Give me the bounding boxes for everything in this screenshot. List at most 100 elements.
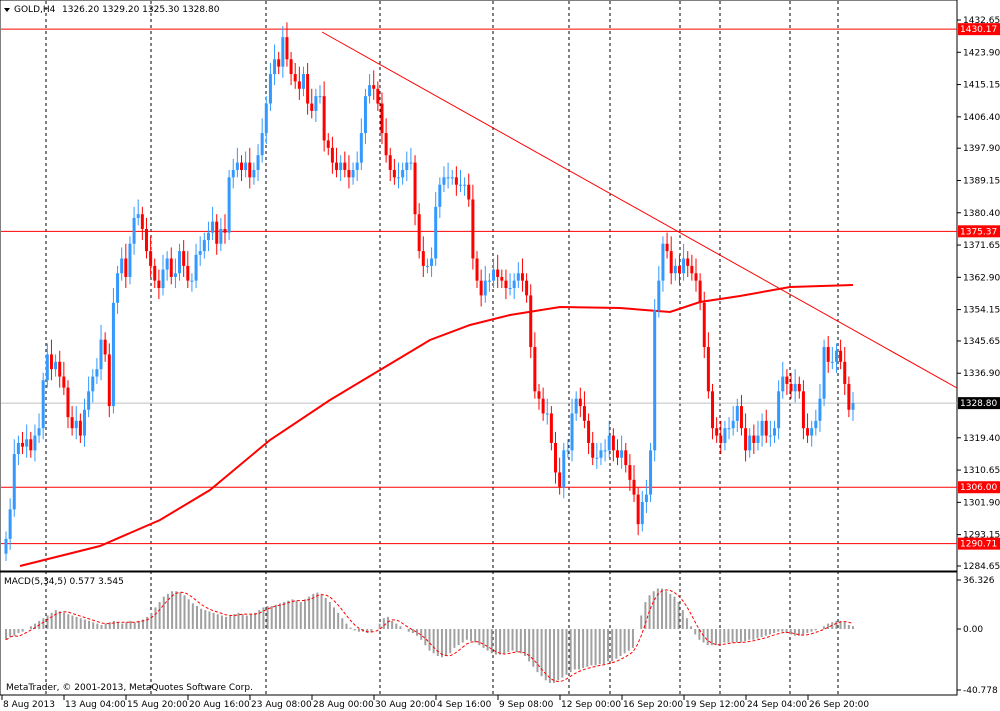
candle-body (149, 251, 153, 266)
candle-body (182, 251, 186, 266)
candle-body (467, 184, 471, 200)
candle-body (95, 369, 99, 377)
candle-body (41, 380, 45, 429)
candle-body (37, 428, 41, 436)
candle-body (644, 494, 648, 502)
candle-body (549, 413, 553, 443)
candle-body (128, 243, 132, 277)
x-tick-label: 4 Sep 16:00 (437, 700, 492, 710)
candle-body (355, 162, 359, 170)
y-tick-label: 1284.65 (963, 562, 1000, 572)
candle-body (368, 85, 372, 97)
candle-body (698, 280, 702, 303)
candle-body (752, 435, 756, 443)
candle-body (446, 177, 450, 179)
candle-body (318, 96, 322, 98)
candle-body (719, 435, 723, 443)
candle-body (335, 162, 339, 170)
candle-body (727, 428, 731, 430)
candle-body (326, 140, 330, 148)
candle-body (21, 442, 25, 447)
x-tick-label: 19 Sep 12:00 (685, 700, 745, 710)
candle-body (8, 509, 12, 539)
y-tick-label: 1301.90 (963, 498, 1000, 508)
candle-body (132, 217, 136, 244)
candle-body (450, 177, 454, 179)
candle-body (264, 103, 268, 134)
candle-body (768, 435, 772, 437)
y-tick-label: 1432.65 (963, 16, 1000, 26)
candle-body (339, 162, 343, 170)
macd-y-label: 0.00 (963, 625, 983, 635)
vertical-grid (45, 1, 839, 694)
candle-body (458, 184, 462, 186)
candle-body (409, 162, 413, 164)
candle-body (711, 391, 715, 429)
y-tick-label: 1371.65 (963, 241, 1000, 251)
candle-body (487, 280, 491, 282)
candle-body (442, 177, 446, 185)
price-tag (958, 23, 1000, 36)
candle-body (401, 169, 405, 178)
candle-body (777, 391, 781, 429)
candle-body (186, 265, 190, 281)
candle-body (677, 265, 681, 274)
candle-body (735, 406, 739, 421)
candle-body (826, 347, 830, 362)
candle-body (347, 169, 351, 178)
candle-body (58, 361, 62, 377)
candle-body (785, 376, 789, 384)
candle-body (760, 420, 764, 436)
candle-body (525, 280, 529, 296)
macd-title: MACD(5,34,5) 0.577 3.545 (4, 577, 124, 587)
candle-body (479, 280, 483, 296)
candle-body (173, 273, 177, 277)
candle-body (227, 177, 231, 233)
candle-body (682, 258, 686, 274)
candle-body (744, 428, 748, 451)
candle-body (764, 420, 768, 436)
candle-body (103, 339, 107, 355)
candle-body (830, 361, 834, 363)
candle-body (554, 442, 558, 473)
candle-body (430, 258, 434, 266)
candle-body (178, 251, 182, 274)
price-tag-label: 1290.71 (960, 540, 997, 550)
candle-body (157, 280, 161, 289)
x-tick-label: 16 Sep 20:00 (623, 700, 683, 710)
candle-body (822, 347, 826, 399)
symbol-label: GOLD,H4 (14, 5, 56, 15)
candle-body (496, 269, 500, 277)
candle-body (285, 37, 289, 60)
candle-body (537, 391, 541, 399)
macd-y-label: -40.778 (963, 686, 998, 696)
candle-body (120, 258, 124, 274)
candle-body (562, 450, 566, 488)
candle-body (293, 74, 297, 82)
candle-body (231, 169, 235, 178)
candle-body (372, 85, 376, 89)
candle-body (739, 406, 743, 429)
y-tick-label: 1415.15 (963, 81, 1000, 91)
candle-body (417, 214, 421, 252)
x-tick-label: 23 Aug 08:00 (251, 700, 312, 710)
current-price-tag (958, 397, 1000, 410)
ohlc-label: 1326.20 1329.20 1325.30 1328.80 (62, 5, 220, 15)
candle-body (384, 133, 388, 156)
candle-body (198, 251, 202, 255)
candle-body (12, 454, 16, 510)
candle-body (772, 428, 776, 436)
dropdown-triangle-icon[interactable] (4, 8, 10, 12)
candle-body (591, 442, 595, 458)
candle-body (694, 273, 698, 281)
candle-body (492, 269, 496, 281)
x-tick-label: 30 Aug 20:00 (375, 700, 436, 710)
candle-body (25, 439, 29, 447)
candle-body (363, 96, 367, 134)
candle-body (520, 273, 524, 281)
time-axis: 8 Aug 2013 13 Aug 04:00 15 Aug 20:00 20 Aug… (1, 695, 869, 710)
candle-body (454, 177, 458, 185)
candle-body (574, 398, 578, 414)
price-tag-label: 1430.17 (960, 25, 997, 35)
